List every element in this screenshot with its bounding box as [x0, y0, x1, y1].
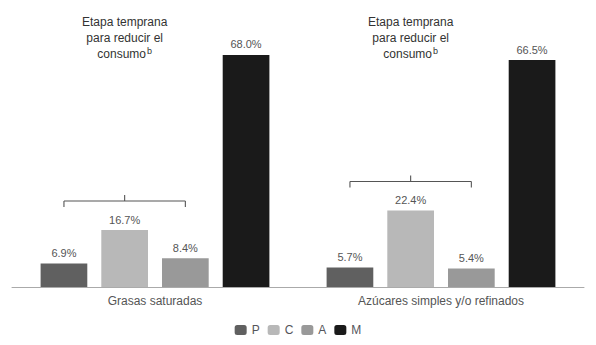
svg-text:Azúcares simples y/o refinados: Azúcares simples y/o refinados	[358, 294, 524, 308]
svg-text:b: b	[433, 46, 438, 56]
svg-text:Etapa temprana: Etapa temprana	[82, 15, 168, 29]
svg-text:para reducir el: para reducir el	[372, 31, 449, 45]
svg-text:consumo: consumo	[97, 47, 146, 61]
svg-text:5.4%: 5.4%	[459, 252, 484, 264]
svg-text:A: A	[318, 323, 326, 337]
svg-text:M: M	[351, 323, 361, 337]
svg-text:P: P	[252, 323, 260, 337]
svg-text:para reducir el: para reducir el	[86, 31, 163, 45]
svg-text:5.7%: 5.7%	[337, 251, 362, 263]
svg-text:consumo: consumo	[383, 47, 432, 61]
svg-text:22.4%: 22.4%	[395, 194, 426, 206]
svg-text:6.9%: 6.9%	[51, 247, 76, 259]
svg-text:8.4%: 8.4%	[173, 242, 198, 254]
svg-text:C: C	[285, 323, 294, 337]
svg-text:Etapa temprana: Etapa temprana	[368, 15, 454, 29]
svg-text:68.0%: 68.0%	[230, 38, 261, 50]
svg-text:66.5%: 66.5%	[516, 44, 547, 56]
svg-text:Grasas saturadas: Grasas saturadas	[108, 294, 203, 308]
svg-text:b: b	[147, 46, 152, 56]
svg-text:16.7%: 16.7%	[109, 214, 140, 226]
